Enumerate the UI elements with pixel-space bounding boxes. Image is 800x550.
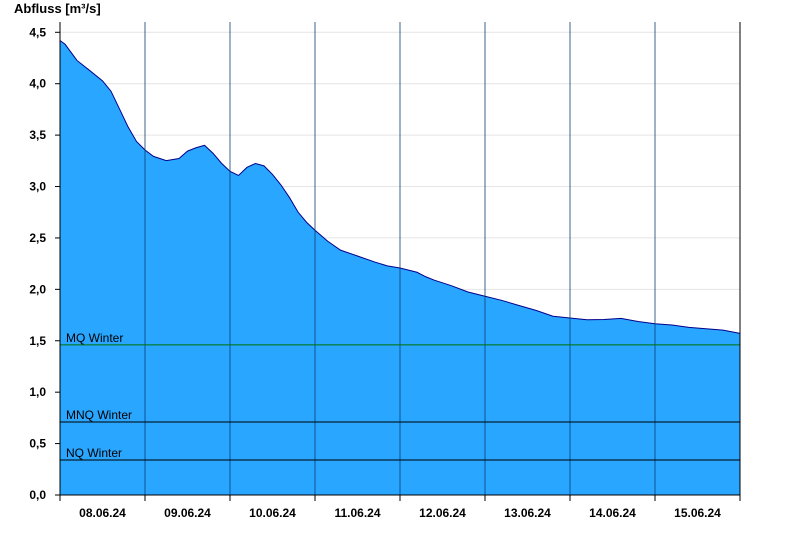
- y-tick-label-8: 4,0: [29, 77, 46, 91]
- x-tick-label-4: 12.06.24: [419, 506, 466, 520]
- day-separators: [144, 22, 656, 495]
- y-tick-label-3: 1,5: [29, 334, 46, 348]
- y-tick-label-0: 0,0: [29, 488, 46, 502]
- y-axis-ticks: 0,0 0,5 1,0 1,5 2,0 2,5 3,0 3,5 4,0 4,5: [29, 25, 60, 502]
- y-tick-label-2: 1,0: [29, 385, 46, 399]
- x-tick-label-7: 15.06.24: [674, 506, 721, 520]
- x-tick-label-6: 14.06.24: [589, 506, 636, 520]
- y-tick-label-5: 2,5: [29, 231, 46, 245]
- y-tick-label-6: 3,0: [29, 180, 46, 194]
- ref-label-1: MNQ Winter: [66, 408, 132, 422]
- ref-label-0: MQ Winter: [66, 331, 123, 345]
- x-axis-ticks: 08.06.24 09.06.24 10.06.24 11.06.24 12.06.24…: [59, 495, 741, 520]
- y-tick-label-4: 2,0: [29, 282, 46, 296]
- x-tick-label-0: 08.06.24: [79, 506, 126, 520]
- x-tick-label-1: 09.06.24: [164, 506, 211, 520]
- x-tick-label-2: 10.06.24: [249, 506, 296, 520]
- y-axis-title: Abfluss [m³/s]: [14, 1, 101, 16]
- y-tick-label-1: 0,5: [29, 437, 46, 451]
- y-tick-label-9: 4,5: [29, 25, 46, 39]
- y-tick-label-7: 3,5: [29, 128, 46, 142]
- reference-lines: MQ Winter MNQ Winter NQ Winter: [60, 331, 740, 461]
- x-tick-label-3: 11.06.24: [334, 506, 380, 520]
- ref-label-2: NQ Winter: [66, 446, 122, 460]
- x-tick-label-5: 13.06.24: [504, 506, 551, 520]
- discharge-line: [59, 40, 741, 334]
